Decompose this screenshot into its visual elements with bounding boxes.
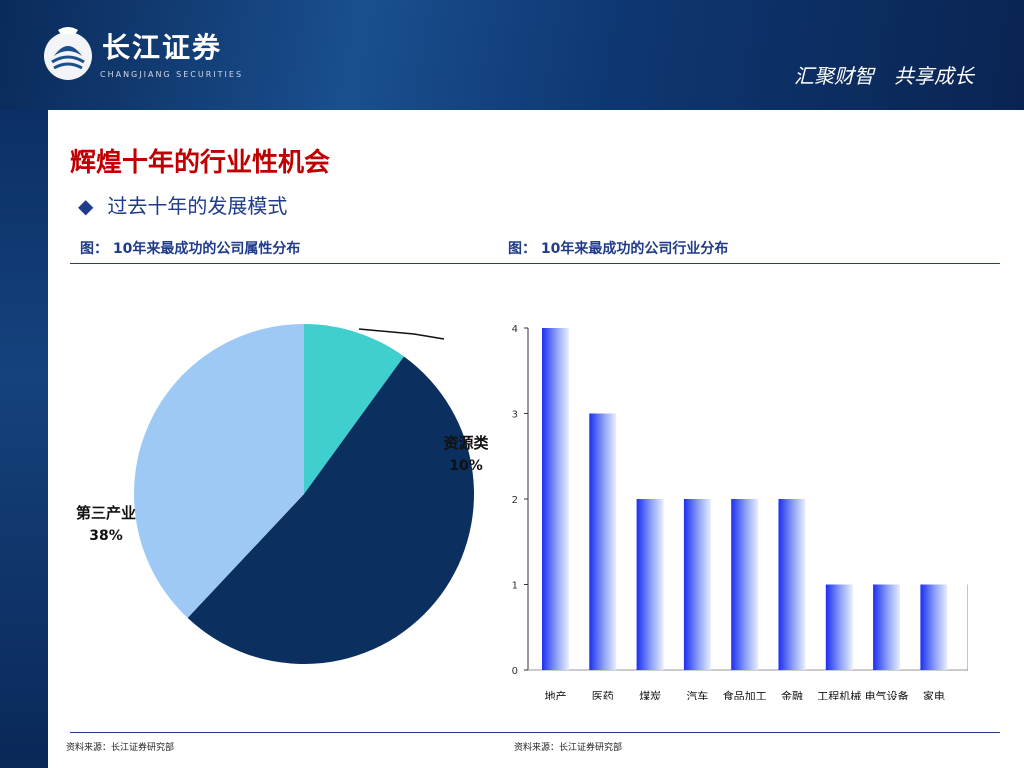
company-logo: 长江证券 CHANGJIANG SECURITIES [40, 22, 280, 92]
bar [542, 328, 569, 670]
y-tick-label: 3 [512, 410, 518, 421]
pie-label: 第三产业 [76, 504, 136, 522]
y-tick-label: 4 [512, 324, 518, 335]
page-subtitle: ◆ 过去十年的发展模式 [78, 190, 287, 219]
x-tick-label: 食品加工 [723, 689, 767, 700]
bar [636, 499, 664, 670]
bar [778, 499, 806, 670]
x-tick-label: 医药 [592, 690, 614, 700]
x-tick-label: 金融 [781, 689, 803, 700]
bar [731, 499, 759, 670]
bar [683, 499, 711, 670]
y-tick-label: 2 [512, 495, 518, 506]
page-title: 辉煌十年的行业性机会 [70, 148, 331, 178]
right-figure-source: 资料来源：长江证券研究部 [514, 743, 623, 753]
footer-divider [70, 732, 1000, 733]
logo-subtitle: CHANGJIANG SECURITIES [100, 70, 244, 79]
pie-slice-tertiary [134, 324, 304, 618]
bar [825, 584, 853, 670]
bar [589, 413, 617, 670]
bar-chart: 01234地产医药煤炭汽车食品加工金融工程机械电气设备家电化工 [512, 324, 968, 700]
right-figure-title: 图： 10年来最成功的公司行业分布 [508, 241, 729, 257]
logo-emblem-icon [44, 27, 92, 80]
slide-content: 辉煌十年的行业性机会 ◆ 过去十年的发展模式 图： 10年来最成功的公司属性分布 … [48, 110, 1024, 768]
left-figure-source: 资料来源：长江证券研究部 [66, 743, 175, 753]
logo-name: 长江证券 [102, 31, 223, 64]
pie-slice-manufacturing [187, 356, 474, 664]
pie-value-label: 38% [89, 528, 123, 544]
bar [920, 584, 948, 670]
pie-slice-resource [304, 324, 404, 494]
x-tick-label: 工程机械 [817, 689, 861, 700]
header-banner: 长江证券 CHANGJIANG SECURITIES 汇聚财智 共享成长 [0, 0, 1024, 110]
y-tick-label: 0 [512, 666, 518, 677]
pie-label: 资源类 [443, 434, 488, 452]
pie-leader-line [358, 328, 445, 340]
x-tick-label: 家电 [923, 689, 945, 700]
bar [873, 584, 901, 670]
x-tick-label: 地产 [545, 689, 567, 700]
figure-title-divider [70, 263, 1000, 264]
x-tick-label: 煤炭 [639, 690, 661, 700]
left-sidebar-band [0, 110, 48, 768]
diamond-bullet-icon: ◆ [78, 194, 94, 218]
slogan: 汇聚财智 共享成长 [794, 64, 974, 88]
y-tick-label: 1 [512, 581, 518, 592]
subtitle-text: 过去十年的发展模式 [107, 194, 288, 218]
left-figure-title: 图： 10年来最成功的公司属性分布 [80, 241, 301, 257]
pie-value-label: 10% [449, 458, 483, 474]
x-tick-label: 汽车 [686, 689, 708, 700]
x-tick-label: 电气设备 [865, 689, 909, 700]
